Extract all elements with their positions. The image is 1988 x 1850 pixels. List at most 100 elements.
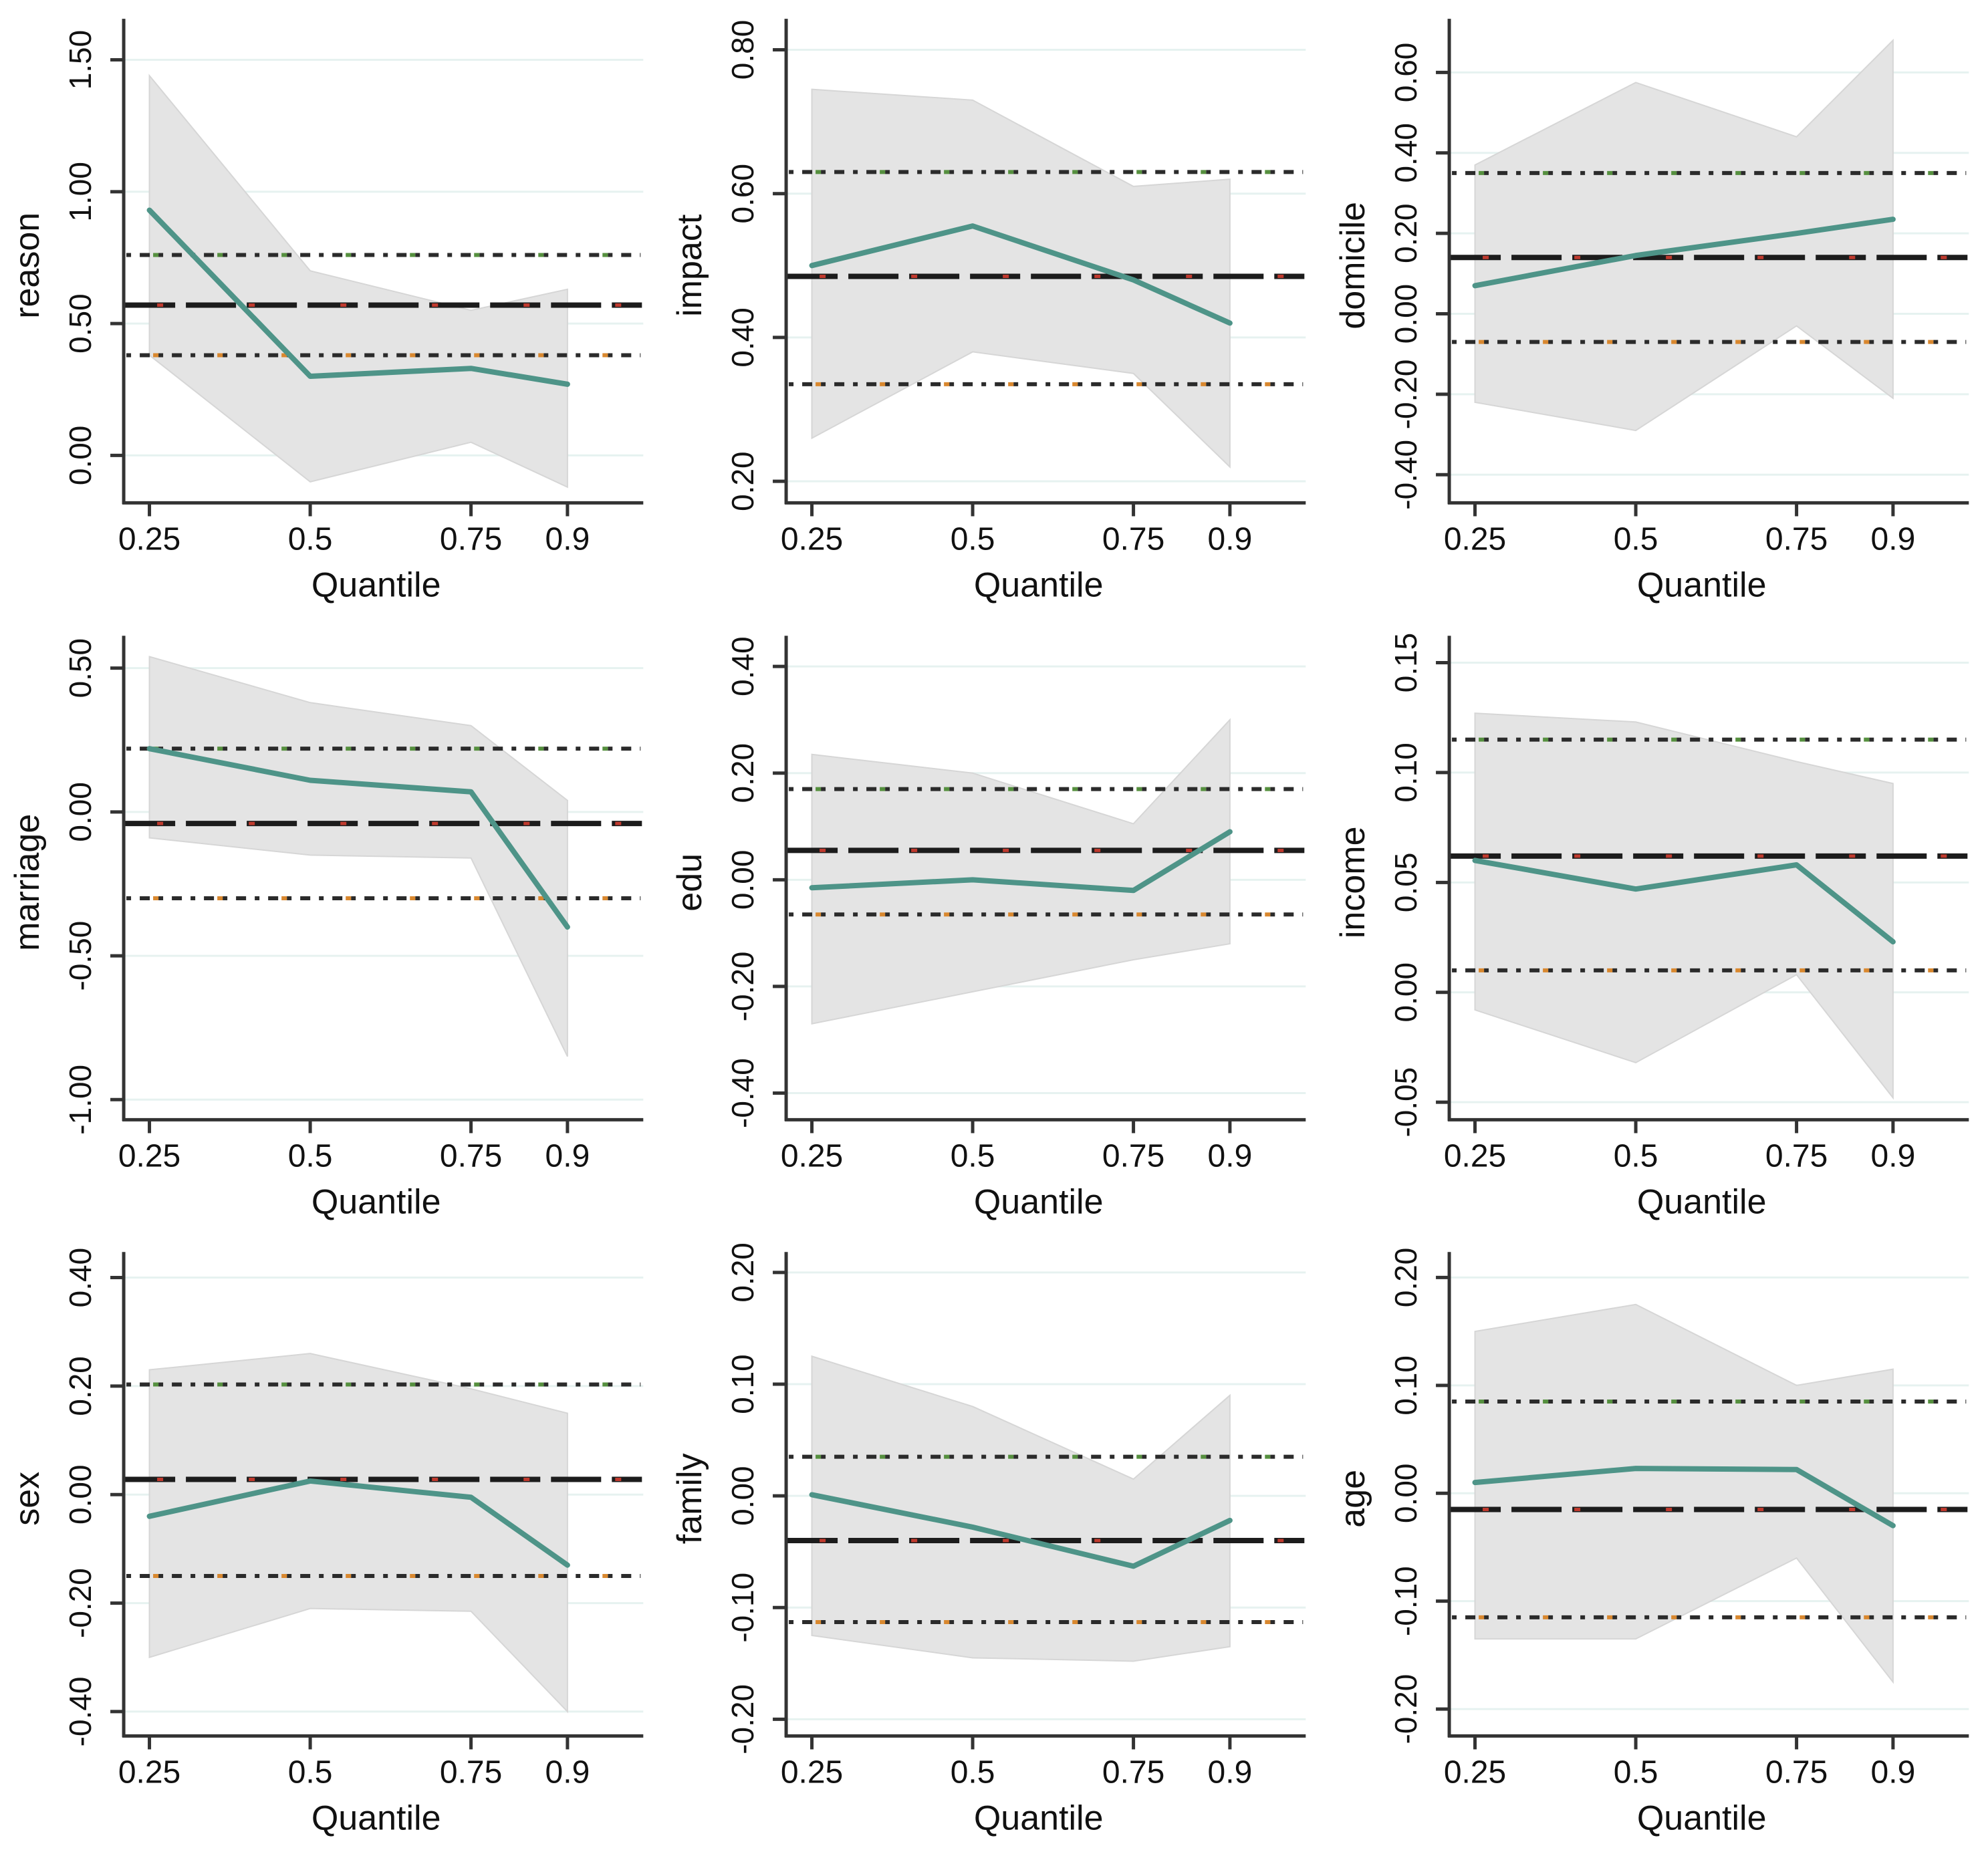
x-tick-label: 0.5 xyxy=(1613,1138,1658,1174)
x-axis-title: Quantile xyxy=(1636,565,1766,604)
x-tick-label: 0.5 xyxy=(1613,1755,1658,1791)
estimate-line xyxy=(1472,217,1896,289)
y-tick-label: 0.20 xyxy=(725,451,760,511)
x-tick-label: 0.5 xyxy=(951,1755,995,1791)
x-tick-label: 0.9 xyxy=(545,521,590,557)
x-tick-label: 0.5 xyxy=(951,1138,995,1174)
y-tick-label: -1.00 xyxy=(63,1065,98,1135)
y-tick-label: -0.20 xyxy=(63,1568,98,1638)
y-axis-title: income xyxy=(1334,826,1372,938)
x-tick-label: 0.25 xyxy=(1443,1138,1505,1174)
x-tick-label: 0.75 xyxy=(440,1755,502,1791)
y-axis-title: domicile xyxy=(1334,202,1372,329)
y-tick-label: 0.00 xyxy=(63,782,98,842)
x-tick-label: 0.5 xyxy=(288,521,333,557)
y-tick-label: 0.20 xyxy=(1388,1248,1423,1308)
y-tick-label: 0.40 xyxy=(63,1248,98,1308)
y-axis-title: sex xyxy=(8,1472,47,1526)
y-tick-label: 0.60 xyxy=(1388,43,1423,103)
estimate-line xyxy=(146,207,570,387)
estimate-line xyxy=(809,829,1233,893)
estimate-line xyxy=(146,1478,570,1569)
x-axis-title: Quantile xyxy=(974,1799,1104,1838)
y-tick-label: 0.10 xyxy=(725,1355,760,1415)
estimate-line xyxy=(809,1492,1233,1569)
x-tick-label: 0.25 xyxy=(1443,521,1505,557)
x-axis-title: Quantile xyxy=(1636,1799,1766,1838)
x-tick-label: 0.9 xyxy=(1208,521,1253,557)
y-tick-label: 0.00 xyxy=(725,849,760,910)
x-tick-label: 0.9 xyxy=(1870,521,1915,557)
confidence-band xyxy=(1474,38,1894,432)
x-tick-label: 0.75 xyxy=(440,521,502,557)
chart-family: -0.20 -0.10 0.00 0.10 0.20 0.25 0.5 0.75 0.9 fami… xyxy=(670,1242,1306,1838)
x-tick-label: 0.25 xyxy=(118,1138,180,1174)
y-tick-label: -0.20 xyxy=(725,1684,760,1754)
y-tick-label: -0.40 xyxy=(725,1058,760,1128)
y-tick-label: -0.10 xyxy=(725,1573,760,1643)
y-tick-label: -0.20 xyxy=(725,951,760,1021)
y-tick-label: -0.20 xyxy=(1388,1674,1423,1744)
x-axis-title: Quantile xyxy=(1636,1182,1766,1221)
y-tick-label: 0.60 xyxy=(725,164,760,224)
x-tick-label: 0.75 xyxy=(1102,521,1164,557)
y-tick-label: 0.15 xyxy=(1388,632,1423,692)
y-tick-label: 0.10 xyxy=(1388,1355,1423,1416)
y-tick-label: -0.40 xyxy=(1388,440,1423,510)
y-tick-label: 0.00 xyxy=(1388,1464,1423,1524)
x-tick-label: 0.75 xyxy=(1765,521,1828,557)
chart-reason: 0.00 0.50 1.00 1.50 0.25 0.5 0.75 0.9 reason Quan… xyxy=(8,19,644,604)
chart-edu: -0.40 -0.20 0.00 0.20 0.40 0.25 0.5 0.75 0.9 edu Q… xyxy=(670,635,1306,1221)
x-tick-label: 0.9 xyxy=(1208,1755,1253,1791)
x-tick-label: 0.75 xyxy=(1765,1138,1828,1174)
x-tick-label: 0.75 xyxy=(1102,1138,1164,1174)
x-tick-label: 0.9 xyxy=(1870,1138,1915,1174)
estimate-line xyxy=(1472,857,1896,944)
estimate-line xyxy=(809,223,1233,326)
y-tick-label: 0.05 xyxy=(1388,852,1423,912)
confidence-band xyxy=(148,655,568,1057)
x-tick-label: 0.25 xyxy=(781,1755,843,1791)
y-tick-label: -0.50 xyxy=(63,920,98,990)
x-tick-label: 0.75 xyxy=(440,1138,502,1174)
subplot-sex: -0.40 -0.20 0.00 0.20 0.40 0.25 0.5 0.75 0.9 sex Q… xyxy=(0,1233,662,1850)
x-tick-label: 0.5 xyxy=(288,1755,333,1791)
y-tick-label: 0.00 xyxy=(1388,962,1423,1023)
y-tick-label: 0.00 xyxy=(63,426,98,486)
x-tick-label: 0.9 xyxy=(545,1755,590,1791)
estimate-line xyxy=(146,745,570,930)
chart-impact: 0.20 0.40 0.60 0.80 0.25 0.5 0.75 0.9 impact Quan… xyxy=(670,19,1306,604)
y-tick-label: 0.20 xyxy=(725,1242,760,1303)
y-axis-title: marriage xyxy=(8,813,47,950)
x-axis-title: Quantile xyxy=(312,565,441,604)
subplot-income: -0.05 0.00 0.05 0.10 0.15 0.25 0.5 0.75 0.9 incom… xyxy=(1326,617,1988,1234)
x-tick-label: 0.9 xyxy=(545,1138,590,1174)
subplot-reason: 0.00 0.50 1.00 1.50 0.25 0.5 0.75 0.9 reason Quan… xyxy=(0,0,662,617)
x-axis-title: Quantile xyxy=(974,565,1104,604)
chart-sex: -0.40 -0.20 0.00 0.20 0.40 0.25 0.5 0.75 0.9 sex Q… xyxy=(8,1248,644,1838)
confidence-band xyxy=(1474,1304,1894,1684)
confidence-band xyxy=(811,718,1231,1025)
subplot-family: -0.20 -0.10 0.00 0.10 0.20 0.25 0.5 0.75 0.9 fami… xyxy=(662,1233,1325,1850)
x-tick-label: 0.5 xyxy=(951,521,995,557)
x-tick-label: 0.9 xyxy=(1870,1755,1915,1791)
x-tick-label: 0.25 xyxy=(781,521,843,557)
x-tick-label: 0.25 xyxy=(118,521,180,557)
chart-domicile: -0.40 -0.20 0.00 0.20 0.40 0.60 0.25 0.5 0.75 0.9… xyxy=(1334,19,1969,604)
y-tick-label: -0.05 xyxy=(1388,1067,1423,1137)
x-tick-label: 0.75 xyxy=(1102,1755,1164,1791)
subplot-impact: 0.20 0.40 0.60 0.80 0.25 0.5 0.75 0.9 impact Quan… xyxy=(662,0,1325,617)
confidence-band xyxy=(811,1355,1231,1662)
x-tick-label: 0.5 xyxy=(1613,521,1658,557)
y-tick-label: 0.00 xyxy=(1388,284,1423,344)
x-axis-title: Quantile xyxy=(974,1182,1104,1221)
y-tick-label: 1.50 xyxy=(63,30,98,90)
y-tick-label: 0.40 xyxy=(725,636,760,696)
x-tick-label: 0.25 xyxy=(781,1138,843,1174)
y-tick-label: 0.50 xyxy=(63,638,98,698)
confidence-band xyxy=(148,74,568,489)
y-axis-title: impact xyxy=(670,214,709,317)
y-tick-label: 0.00 xyxy=(63,1465,98,1525)
x-tick-label: 0.25 xyxy=(118,1755,180,1791)
